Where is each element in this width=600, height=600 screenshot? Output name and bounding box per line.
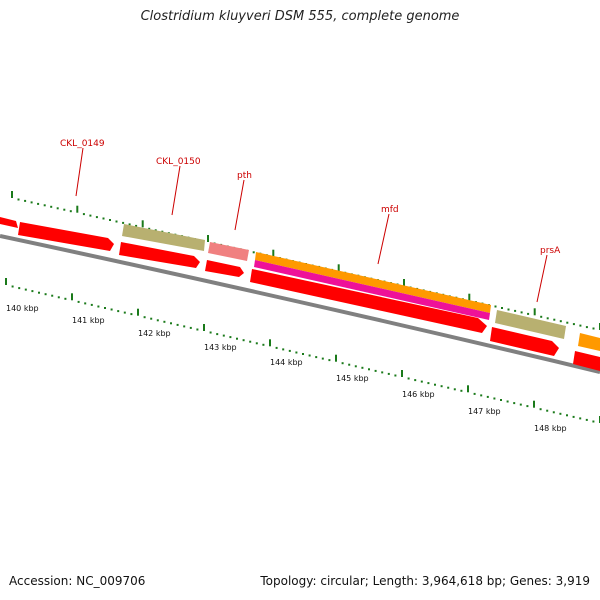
leader-line [171,165,181,216]
leader-line [234,179,245,231]
gene-label[interactable]: pth [237,171,252,181]
leader-line [75,147,84,197]
feature-block[interactable] [18,222,114,251]
upper-tick-row [11,191,600,330]
gene-label[interactable]: CKL_0150 [156,157,201,167]
scale-label: 140 kbp [6,304,39,313]
lower-tick-row [5,278,600,423]
feature-block[interactable] [205,260,244,277]
genome-backbone [0,234,600,374]
map-title: Clostridium kluyveri DSM 555, complete g… [140,9,460,24]
feature-block[interactable] [122,224,205,251]
feature-block[interactable] [250,269,487,333]
scale-label: 143 kbp [204,343,237,352]
feature-block[interactable] [0,217,18,228]
feature-block[interactable] [208,242,249,261]
gene-label[interactable]: mfd [381,205,399,215]
gene-labels: CKL_0149 CKL_0150 pth mfd prsA [60,139,561,303]
gene-label[interactable]: prsA [540,246,561,256]
scale-label: 146 kbp [402,390,435,399]
gene-label[interactable]: CKL_0149 [60,139,105,149]
scale-label: 148 kbp [534,424,567,433]
scale-label: 145 kbp [336,374,369,383]
feature-block[interactable] [119,242,200,268]
feature-block[interactable] [495,310,566,339]
feature-track [0,217,600,371]
feature-block[interactable] [490,327,559,356]
leader-line [377,213,390,265]
scale-labels: 140 kbp 141 kbp 142 kbp 143 kbp 144 kbp … [6,304,567,433]
feature-block[interactable] [578,333,600,351]
feature-block[interactable] [254,260,490,320]
scale-label: 147 kbp [468,407,501,416]
feature-block[interactable] [573,351,600,371]
scale-label: 141 kbp [72,316,105,325]
scale-label: 144 kbp [270,358,303,367]
leader-line [536,254,548,303]
genome-stats-text: Topology: circular; Length: 3,964,618 bp… [260,574,590,588]
feature-block[interactable] [255,252,491,313]
accession-text: Accession: NC_009706 [9,574,146,588]
scale-label: 142 kbp [138,329,171,338]
